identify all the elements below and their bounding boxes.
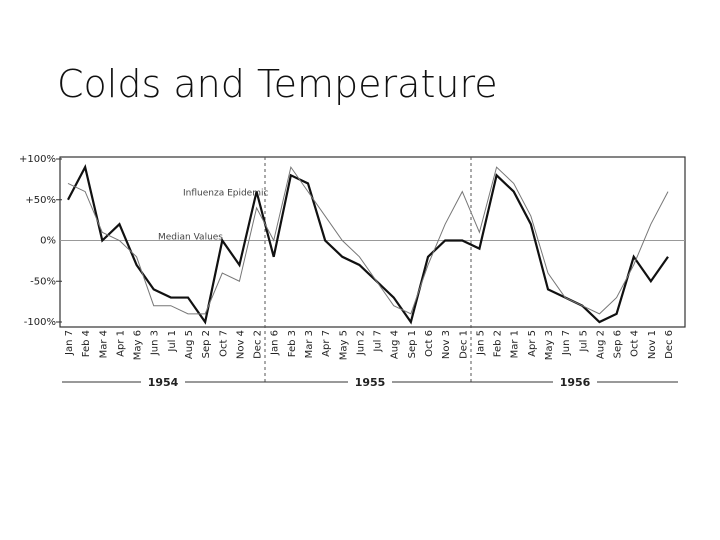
x-tick-label: Mar 4 — [98, 330, 109, 358]
x-tick-label: Apr 5 — [527, 330, 538, 357]
x-tick-label: Jan 7 — [64, 330, 75, 356]
x-tick-label: May 3 — [544, 330, 555, 360]
slide-title: Colds and Temperature — [57, 62, 498, 106]
x-tick-label: Apr 1 — [115, 330, 126, 357]
x-tick-label: Sep 2 — [201, 330, 212, 358]
year-label-bg — [348, 375, 392, 389]
x-tick-label: Jul 5 — [578, 330, 589, 353]
plot-frame — [59, 156, 686, 328]
x-tick-label: Jun 2 — [355, 330, 366, 356]
year-label-bg — [141, 375, 185, 389]
x-tick-label: Nov 1 — [647, 330, 658, 359]
x-tick-label: Aug 5 — [184, 330, 195, 359]
year-label-bg — [553, 375, 597, 389]
data-line — [67, 165, 669, 315]
x-tick-label: Oct 6 — [424, 330, 435, 357]
y-tick-label: -50% — [30, 276, 56, 287]
y-tick-label: -100% — [24, 317, 56, 328]
annotation: Median Values — [158, 233, 223, 243]
x-tick-label: Jun 7 — [561, 330, 572, 356]
x-tick-label: May 5 — [338, 330, 349, 360]
x-tick-label: Oct 7 — [218, 330, 229, 357]
x-tick-label: Mar 1 — [510, 330, 521, 358]
x-tick-label: Jan 5 — [475, 330, 486, 356]
y-tick-label: 0% — [40, 236, 56, 247]
x-tick-label: Jul 1 — [167, 330, 178, 353]
x-tick-label: Jan 6 — [270, 330, 281, 356]
x-tick-label: Feb 4 — [81, 330, 92, 357]
x-tick-label: Sep 1 — [407, 330, 418, 358]
y-tick-label: +100% — [19, 154, 56, 165]
annotation: Influenza Epidemic — [183, 189, 268, 199]
x-tick-label: Feb 3 — [287, 330, 298, 357]
x-tick-label: Dec 2 — [253, 330, 264, 359]
x-tick-label: Nov 4 — [235, 330, 246, 359]
x-tick-label: Apr 7 — [321, 330, 332, 357]
x-tick-label: Oct 4 — [630, 330, 641, 357]
x-tick-label: Nov 3 — [441, 330, 452, 359]
x-tick-label: May 6 — [133, 330, 144, 360]
x-tick-label: Dec 6 — [664, 330, 675, 359]
x-tick-label: Jul 7 — [373, 330, 384, 353]
data-line — [67, 164, 669, 325]
x-tick-label: Mar 3 — [304, 330, 315, 358]
x-tick-label: Sep 6 — [613, 330, 624, 358]
x-tick-label: Jun 3 — [150, 330, 161, 356]
year-label: 1956 — [560, 376, 591, 389]
x-tick-label: Dec 1 — [458, 330, 469, 359]
x-tick-label: Feb 2 — [493, 330, 504, 357]
year-label: 1954 — [148, 376, 179, 389]
y-tick-label: +50% — [25, 195, 56, 206]
x-tick-label: Aug 4 — [390, 330, 401, 359]
x-tick-label: Aug 2 — [595, 330, 606, 359]
year-label: 1955 — [355, 376, 386, 389]
